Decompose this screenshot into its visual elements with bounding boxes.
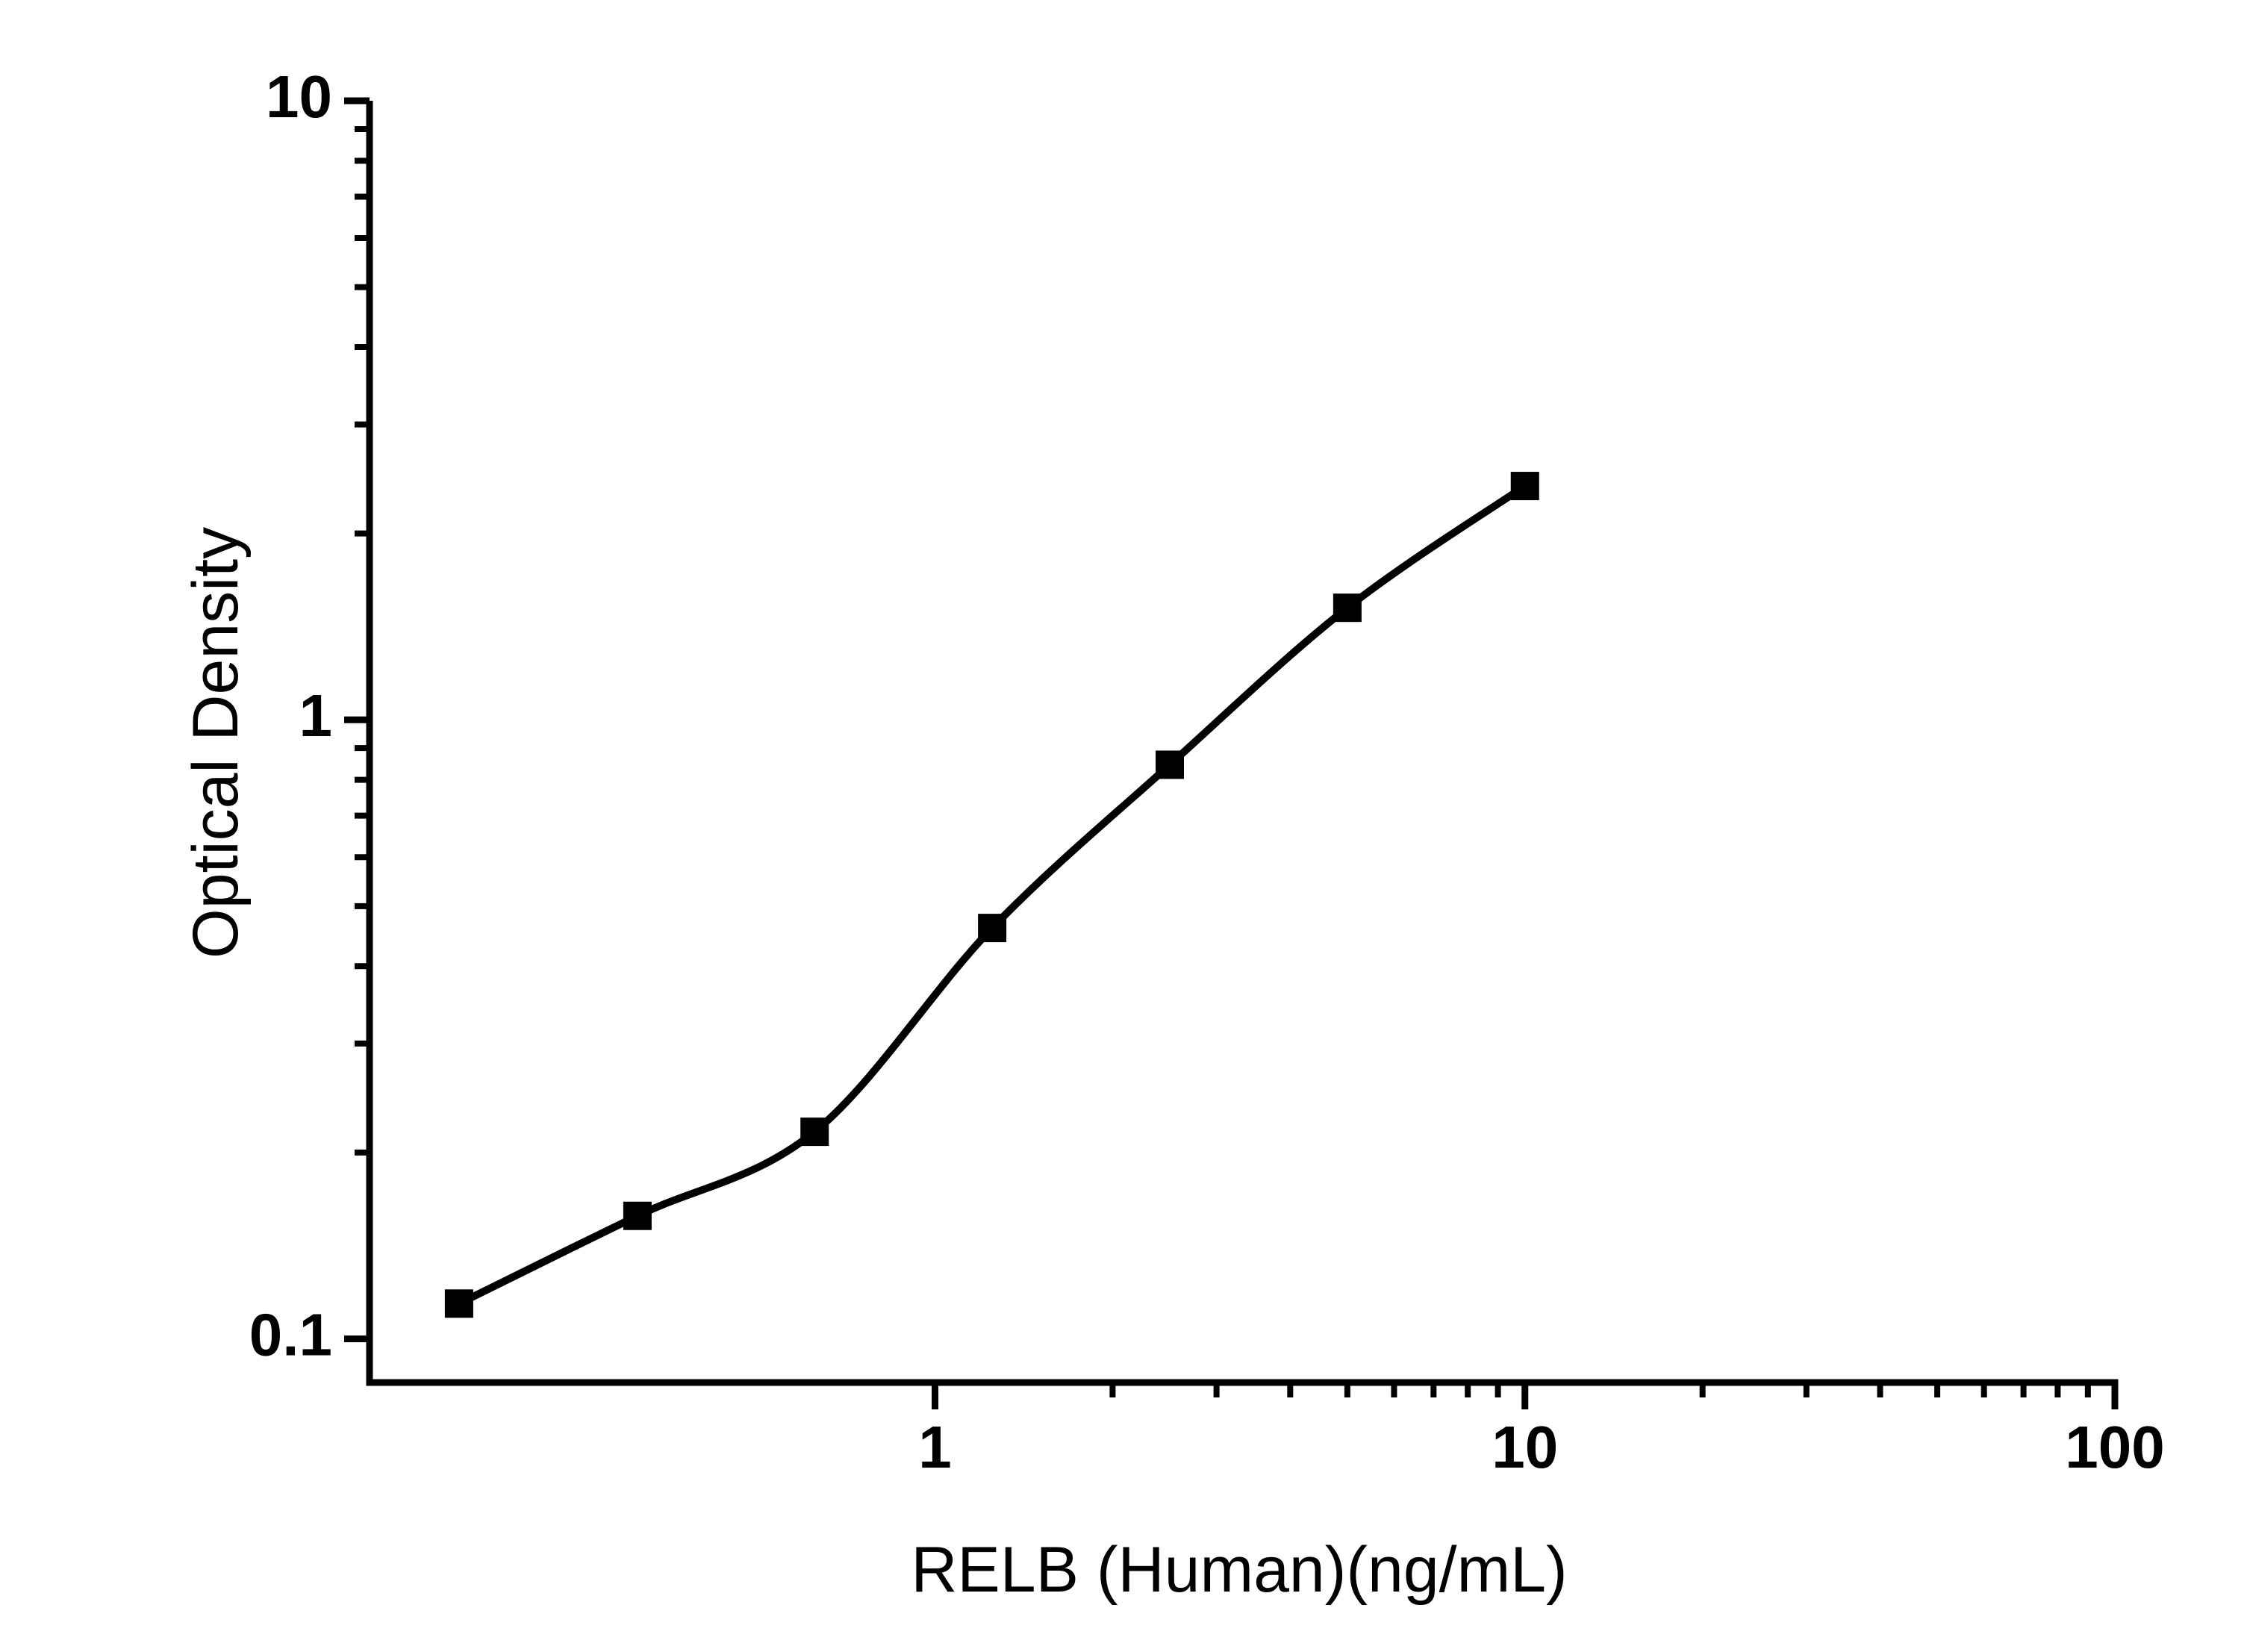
x-axis-title: RELB (Human)(ng/mL) bbox=[911, 1534, 1567, 1606]
data-point-marker bbox=[1333, 593, 1362, 623]
data-point-marker bbox=[623, 1201, 652, 1230]
y-tick-label: 0.1 bbox=[249, 1301, 332, 1368]
data-point-marker bbox=[1510, 472, 1539, 501]
y-tick-label: 1 bbox=[299, 682, 333, 749]
tick-label-layer: 1 10 100 10 1 0.1 bbox=[249, 63, 2165, 1480]
data-point-layer bbox=[444, 472, 1539, 1318]
data-point-marker bbox=[978, 914, 1007, 943]
data-point-marker bbox=[1155, 750, 1184, 779]
data-point-marker bbox=[444, 1289, 473, 1318]
x-tick-label: 10 bbox=[1492, 1414, 1558, 1480]
y-axis-title: Optical Density bbox=[180, 527, 252, 959]
fit-curve bbox=[455, 482, 1529, 1308]
axes-layer bbox=[366, 101, 2119, 1386]
x-tick-label: 1 bbox=[918, 1414, 952, 1480]
y-tick-label: 10 bbox=[266, 63, 332, 130]
data-point-marker bbox=[800, 1118, 829, 1147]
tick-layer bbox=[344, 97, 2119, 1409]
x-tick-label: 100 bbox=[2065, 1414, 2164, 1480]
